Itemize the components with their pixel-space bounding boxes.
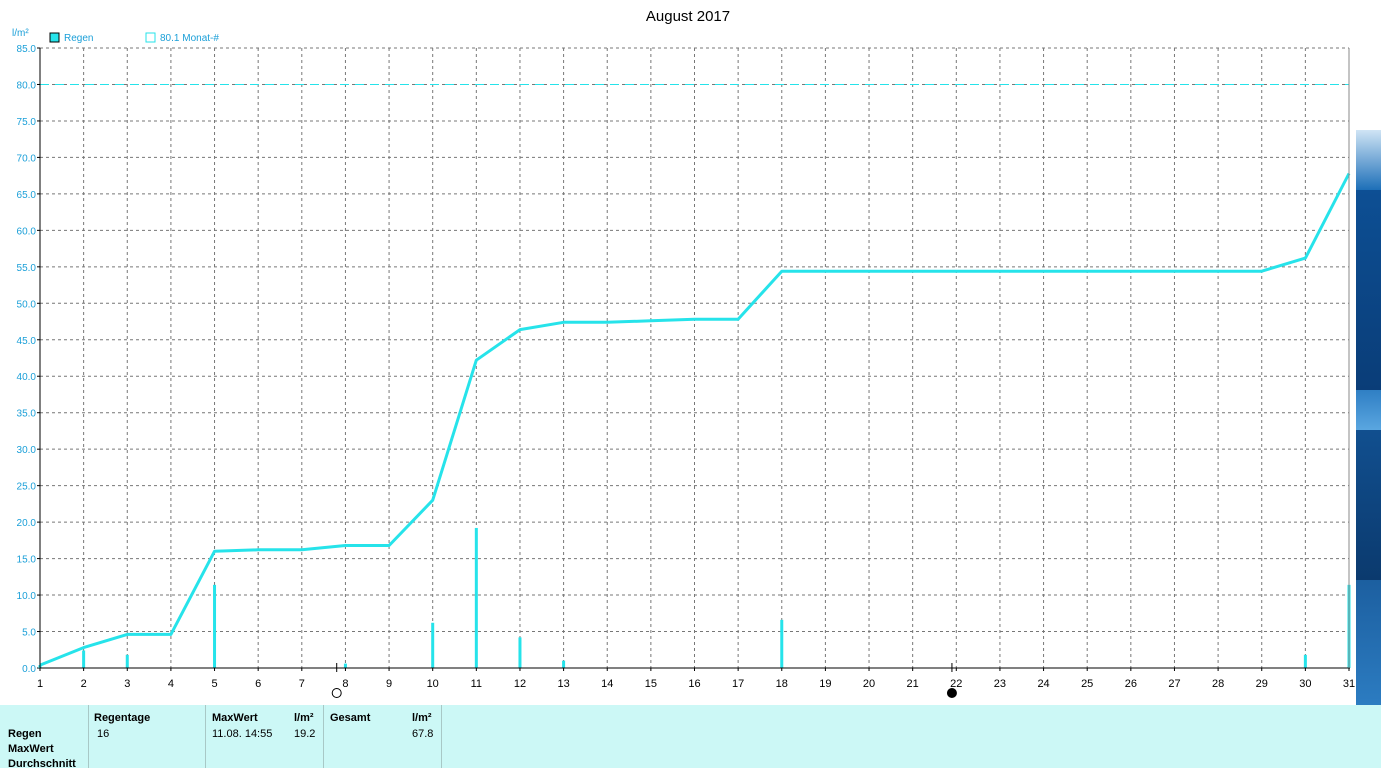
x-tick-label: 10 xyxy=(427,678,439,690)
new-moon-icon xyxy=(946,688,957,698)
y-tick-label: 85.0 xyxy=(17,44,37,55)
x-tick-label: 3 xyxy=(124,678,130,690)
y-tick-label: 70.0 xyxy=(17,153,37,164)
rain-bar xyxy=(562,660,566,668)
legend-month-label: 80.1 Monat-# xyxy=(160,33,219,44)
x-tick-label: 24 xyxy=(1037,678,1049,690)
y-tick-label: 50.0 xyxy=(17,299,37,310)
x-tick-label: 2 xyxy=(81,678,87,690)
row-label-regen: Regen xyxy=(8,728,42,740)
rain-bar xyxy=(474,527,478,668)
x-tick-label: 4 xyxy=(168,678,174,690)
x-tick-label: 9 xyxy=(386,678,392,690)
full-moon-icon xyxy=(331,688,342,698)
line-series xyxy=(39,172,1351,667)
x-tick-label: 28 xyxy=(1212,678,1224,690)
y-tick-label: 45.0 xyxy=(17,336,37,347)
gesamt-value: 67.8 xyxy=(412,728,434,740)
x-tick-label: 14 xyxy=(601,678,613,690)
x-tick-label: 12 xyxy=(514,678,526,690)
gesamt-unit: l/m² xyxy=(412,712,432,724)
y-axis-ticks: 0.0 5.0 10.0 15.0 20.0 25.0 30.0 35.0 40.0 45.0 50… xyxy=(17,44,40,675)
maxwert-header: MaxWert xyxy=(212,712,258,724)
y-tick-label: 80.0 xyxy=(17,80,37,91)
summary-labels-cell: Regen MaxWert Durchschnitt xyxy=(0,705,89,770)
chart-title: August 2017 xyxy=(646,8,730,25)
rain-bar xyxy=(1303,654,1307,668)
maxwert-unit: l/m² xyxy=(294,712,314,724)
rain-bar xyxy=(431,622,435,668)
rain-bar xyxy=(213,584,217,668)
y-tick-label: 10.0 xyxy=(17,591,37,602)
moon-phase-markers xyxy=(331,663,957,698)
x-tick-label: 20 xyxy=(863,678,875,690)
y-tick-label: 40.0 xyxy=(17,372,37,383)
x-tick-label: 23 xyxy=(994,678,1006,690)
gesamt-header: Gesamt xyxy=(330,712,371,724)
x-tick-label: 7 xyxy=(299,678,305,690)
row-label-maxwert: MaxWert xyxy=(8,743,54,755)
x-tick-label: 6 xyxy=(255,678,261,690)
regentage-header: Regentage xyxy=(94,712,151,724)
maxwert-time: 11.08. 14:55 xyxy=(212,728,273,740)
legend-regen-label: Regen xyxy=(64,33,93,44)
x-tick-label: 30 xyxy=(1299,678,1311,690)
legend-month-swatch xyxy=(145,32,156,43)
legend-regen-swatch xyxy=(49,32,60,43)
x-tick-label: 16 xyxy=(688,678,700,690)
x-tick-label: 22 xyxy=(950,678,962,690)
maxwert-value: 19.2 xyxy=(294,728,316,740)
x-tick-label: 19 xyxy=(819,678,831,690)
x-tick-label: 17 xyxy=(732,678,744,690)
y-tick-label: 55.0 xyxy=(17,263,37,274)
y-tick-label: 5.0 xyxy=(22,628,36,639)
y-tick-label: 0.0 xyxy=(22,664,36,675)
x-tick-label: 31 xyxy=(1343,678,1355,690)
legend: Regen 80.1 Monat-# xyxy=(49,32,219,44)
y-tick-label: 75.0 xyxy=(17,117,37,128)
y-tick-label: 20.0 xyxy=(17,518,37,529)
x-tick-label: 5 xyxy=(211,678,217,690)
y-tick-label: 35.0 xyxy=(17,409,37,420)
rain-bar xyxy=(518,637,522,668)
x-tick-label: 29 xyxy=(1256,678,1268,690)
axes xyxy=(39,48,1350,669)
y-tick-label: 30.0 xyxy=(17,445,37,456)
rain-bar xyxy=(780,619,784,668)
x-tick-label: 26 xyxy=(1125,678,1137,690)
x-tick-label: 13 xyxy=(557,678,569,690)
grid xyxy=(40,47,1349,668)
cumulative-rain-line xyxy=(39,172,1351,667)
regentage-value: 16 xyxy=(97,728,110,740)
y-axis-unit-label: l/m² xyxy=(12,28,29,39)
regentage-cell: Regentage 16 xyxy=(89,705,206,768)
row-label-durchschnitt: Durchschnitt xyxy=(8,758,76,770)
x-tick-label: 8 xyxy=(342,678,348,690)
rain-bar xyxy=(125,654,129,668)
x-tick-label: 18 xyxy=(776,678,788,690)
y-tick-label: 25.0 xyxy=(17,482,37,493)
y-tick-label: 65.0 xyxy=(17,190,37,201)
x-tick-label: 1 xyxy=(37,678,43,690)
x-tick-label: 15 xyxy=(645,678,657,690)
x-tick-label: 21 xyxy=(907,678,919,690)
rain-chart: August 2017 l/m² Regen 80.1 Monat-# 0.0 5… xyxy=(12,8,1355,698)
y-tick-label: 60.0 xyxy=(17,226,37,237)
summary-panel: Regen MaxWert Durchschnitt Regentage 16 … xyxy=(0,705,1381,770)
x-tick-label: 25 xyxy=(1081,678,1093,690)
gesamt-cell: Gesamt l/m² 67.8 xyxy=(324,705,442,768)
x-axis-ticks: 1 2 3 4 5 6 7 8 9 10 11 12 13 14 15 16 17 18 19 20 21 22 23 24 2… xyxy=(37,668,1355,690)
rain-bar xyxy=(343,663,347,668)
rain-bar xyxy=(82,650,86,668)
x-tick-label: 27 xyxy=(1168,678,1180,690)
maxwert-cell: MaxWert l/m² 11.08. 14:55 19.2 xyxy=(206,705,324,768)
y-tick-label: 15.0 xyxy=(17,555,37,566)
x-tick-label: 11 xyxy=(471,678,482,690)
right-edge-background xyxy=(1356,0,1381,705)
